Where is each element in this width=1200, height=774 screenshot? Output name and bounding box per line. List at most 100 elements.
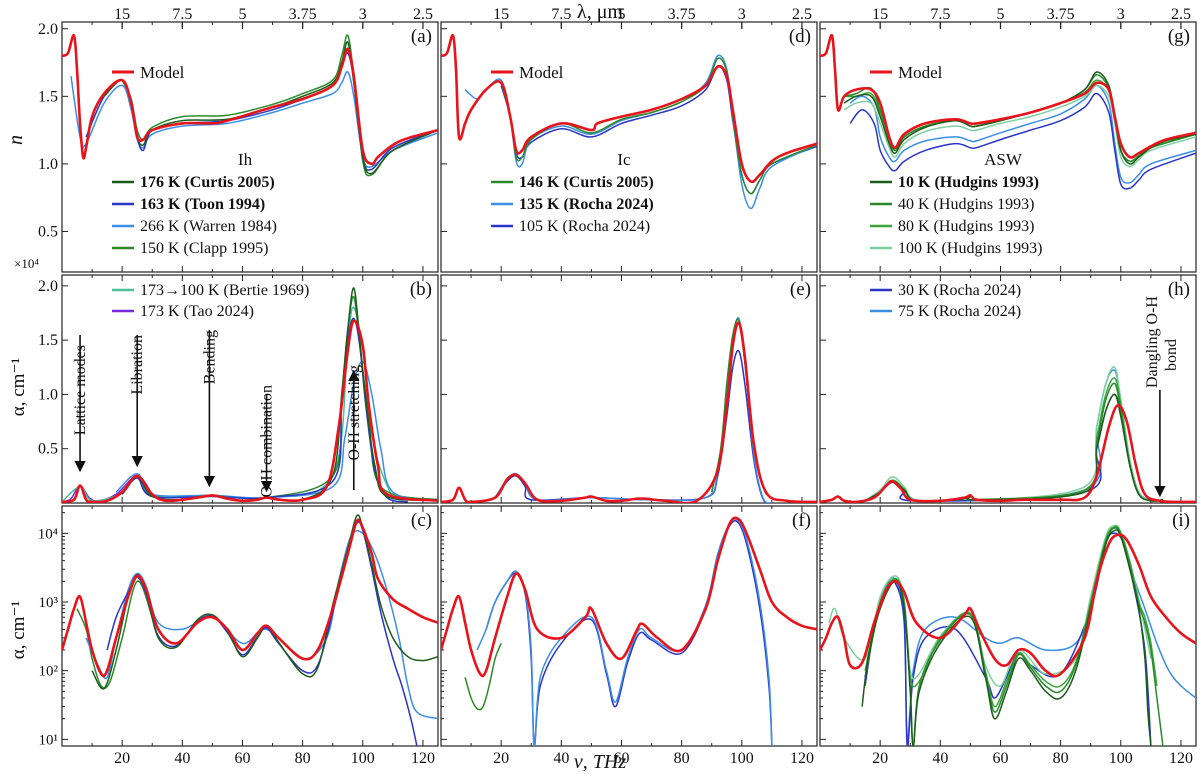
row-label-n: n	[5, 135, 27, 145]
series-line-105-k-rocha-2024	[485, 520, 773, 746]
plot-area	[441, 317, 817, 503]
plot-area	[820, 366, 1196, 503]
series-line-30-k-rocha-2024	[864, 393, 1152, 502]
series-line-10-k-hudgins-1993	[861, 529, 1152, 746]
x-tick-label: 100	[730, 750, 754, 767]
annotation-label: O-H stretching	[346, 365, 363, 461]
y-tick-label: 1.5	[38, 88, 58, 105]
plot-area	[441, 34, 817, 210]
legend-label: 173 K (Tao 2024)	[140, 303, 254, 320]
panel-frame	[440, 505, 818, 747]
annotation-label: Dangling O-H	[1144, 296, 1161, 388]
series-line-75-k-rocha-2024	[849, 84, 1196, 184]
series-line-model	[441, 516, 817, 678]
y-tick-label: 2.0	[38, 21, 58, 38]
x-tick-label: 40	[174, 750, 190, 767]
phase-label: ASW	[984, 150, 1023, 169]
bottom-axis-label: ν, THz	[574, 751, 626, 773]
panel-c: 20 40 60 80 100 120 10¹ 10² 10³ 10⁴ (c)	[38, 505, 439, 767]
legend-label: 10 K (Hudgins 1993)	[898, 174, 1039, 191]
annotation-label: Libration	[129, 335, 146, 395]
top-axis-label: λ, μm	[577, 1, 623, 23]
x-tick-label: 60	[613, 750, 629, 767]
x-tick-label: 20	[872, 750, 888, 767]
series-line-model	[62, 518, 438, 678]
series-line-173-100-k-bertie-1969	[62, 306, 394, 503]
series-line-model	[62, 319, 438, 503]
row-label-alpha-linear: α, cm⁻¹	[8, 358, 29, 417]
series-line-40-k-hudgins-1993	[843, 73, 1196, 163]
panel-letter: (h)	[1168, 279, 1190, 300]
panel-letter: (g)	[1168, 26, 1190, 47]
x-tick-label: 40	[932, 750, 948, 767]
x-tick-label: 20	[493, 750, 509, 767]
panel-frame	[819, 505, 1197, 747]
legend-label: 176 K (Curtis 2005)	[140, 174, 275, 191]
panels: 0.5 1.0 1.5 2.0 (a) Model Ih 176 K (Curtis 2005…	[38, 21, 1197, 767]
panel-frame	[61, 505, 439, 747]
series-line-model	[441, 321, 817, 503]
series-line-146-k-curtis-2005	[500, 57, 817, 195]
y-tick-label: 10³	[39, 595, 59, 611]
series-line-model	[62, 34, 438, 166]
panel-g: (g) Model ASW 10 K (Hudgins 1993) 40 K (Hudg…	[819, 21, 1197, 273]
legend-label: Model	[140, 63, 185, 82]
legend-label: 146 K (Curtis 2005)	[519, 174, 654, 191]
x-tick-label: 60	[992, 750, 1008, 767]
panel-a: 0.5 1.0 1.5 2.0 (a) Model Ih 176 K (Curtis 2005…	[38, 21, 439, 273]
annotations: Lattice modes Libration Bending O-H combina…	[72, 296, 1180, 498]
panel-e: (e)	[440, 274, 818, 504]
x-tick-label: 100	[1109, 750, 1133, 767]
panel-frame	[61, 21, 439, 273]
series-line-100-k-hudgins-1993	[864, 366, 1164, 502]
row-label-alpha-log: α, cm⁻¹	[8, 601, 29, 660]
panel-letter: (a)	[411, 26, 432, 47]
legend-label: 75 K (Rocha 2024)	[898, 303, 1021, 320]
plot-area	[441, 516, 817, 746]
phase-label: Ih	[238, 150, 253, 169]
series-line-266-k-warren-1984	[115, 361, 438, 502]
series-line-150-k-clapp-1995	[121, 295, 438, 501]
x-tick-label: 80	[1053, 750, 1069, 767]
series-line-146-k-curtis-2005	[464, 643, 502, 711]
series-line-100-k-hudgins-1993	[843, 84, 1196, 168]
panel-frame	[819, 274, 1197, 504]
legend-label: 30 K (Rocha 2024)	[898, 282, 1021, 299]
panel-frame	[440, 274, 818, 504]
legend-label: 40 K (Hudgins 1993)	[898, 196, 1034, 213]
y-tick-label: 1.0	[38, 156, 58, 173]
legend-label: 80 K (Hudgins 1993)	[898, 218, 1034, 235]
panel-f: 20 40 60 80 100 120 (f)	[440, 505, 818, 767]
top-tick-label: 3	[359, 6, 367, 23]
top-tick-label: 5	[238, 6, 246, 23]
x-tick-label: 40	[553, 750, 569, 767]
top-tick-label: 3	[738, 6, 746, 23]
panel-letter: (c)	[411, 510, 432, 531]
top-tick-label: 7.5	[930, 6, 950, 23]
top-tick-label: 15	[114, 6, 130, 23]
series-line-135-k-rocha-2024	[476, 518, 773, 746]
legend-label: 173→100 K (Bertie 1969)	[140, 282, 309, 299]
x-tick-label: 120	[790, 750, 814, 767]
top-tick-label: 2.5	[1171, 6, 1191, 23]
annotation-label: Bending	[201, 330, 218, 384]
y-tick-label: 0.5	[38, 223, 58, 240]
exponent-note: ×10⁴	[14, 256, 39, 271]
panel-letter: (f)	[792, 510, 811, 531]
panel-letter: (e)	[790, 279, 811, 300]
plot-area	[62, 514, 438, 746]
phase-label: Ic	[617, 150, 631, 169]
annotation-label: bond	[1163, 339, 1180, 371]
series-line-model	[820, 34, 1196, 159]
y-tick-label: 10⁴	[38, 526, 58, 542]
top-tick-label: 7.5	[551, 6, 571, 23]
panel-frame	[61, 274, 439, 504]
annotation-label: Lattice modes	[72, 345, 89, 435]
series-line-135-k-rocha-2024	[494, 317, 773, 503]
top-tick-label: 2.5	[792, 6, 812, 23]
panel-frame	[819, 21, 1197, 273]
x-tick-label: 20	[114, 750, 130, 767]
y-tick-label: 1.5	[38, 332, 58, 349]
top-tick-label: 3	[1117, 6, 1125, 23]
y-tick-label: 10¹	[39, 732, 59, 748]
